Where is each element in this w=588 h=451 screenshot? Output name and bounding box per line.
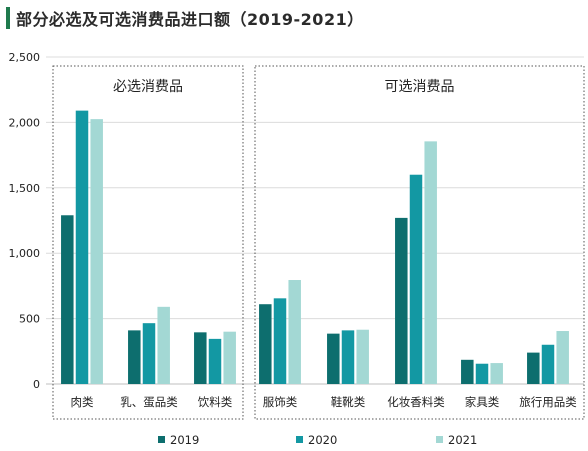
y-tick-label: 1,500 [9,182,41,195]
bar [541,344,555,384]
bar [409,174,423,384]
legend-label: 2020 [308,433,337,447]
bar [424,141,437,384]
category-label: 家具类 [465,395,500,409]
bar [273,298,287,384]
category-label: 饮料类 [198,395,233,409]
bar [90,119,103,384]
bar [527,352,540,384]
y-tick-label: 1,000 [9,247,41,260]
legend-label: 2021 [448,433,477,447]
category-label: 乳、蛋品类 [120,395,178,409]
legend-label: 2019 [170,433,199,447]
group-label: 必选消费品 [113,79,183,95]
bar [142,323,156,384]
bar [288,280,301,384]
legend-swatch [158,436,165,443]
bar [223,331,236,384]
bar [341,330,355,384]
bar [327,333,340,384]
bar [556,331,569,384]
bar [461,359,474,384]
y-tick-label: 2,500 [9,51,41,64]
bar [208,338,222,384]
chart-title: 部分必选及可选消费品进口额（2019-2021） [16,10,364,29]
category-label: 化妆香料类 [387,395,445,409]
bar [356,329,369,384]
bar [157,306,170,384]
bar [75,110,89,385]
bar [490,363,503,384]
group-box [254,65,585,420]
bar [61,215,74,384]
legend-swatch [296,436,303,443]
category-label: 服饰类 [263,395,298,409]
category-label: 肉类 [71,395,94,409]
bar [194,332,207,384]
group-box [52,65,244,420]
y-tick-label: 0 [33,378,40,391]
y-tick-label: 500 [19,313,40,326]
category-label: 鞋靴类 [331,395,366,409]
bar [259,304,272,384]
group-label: 可选消费品 [385,79,455,95]
bar [395,217,408,384]
bar [475,363,489,384]
category-label: 旅行用品类 [519,395,577,409]
y-tick-label: 2,000 [9,116,41,129]
title-accent-bar [6,7,10,29]
legend-swatch [436,436,443,443]
bar [128,330,141,384]
